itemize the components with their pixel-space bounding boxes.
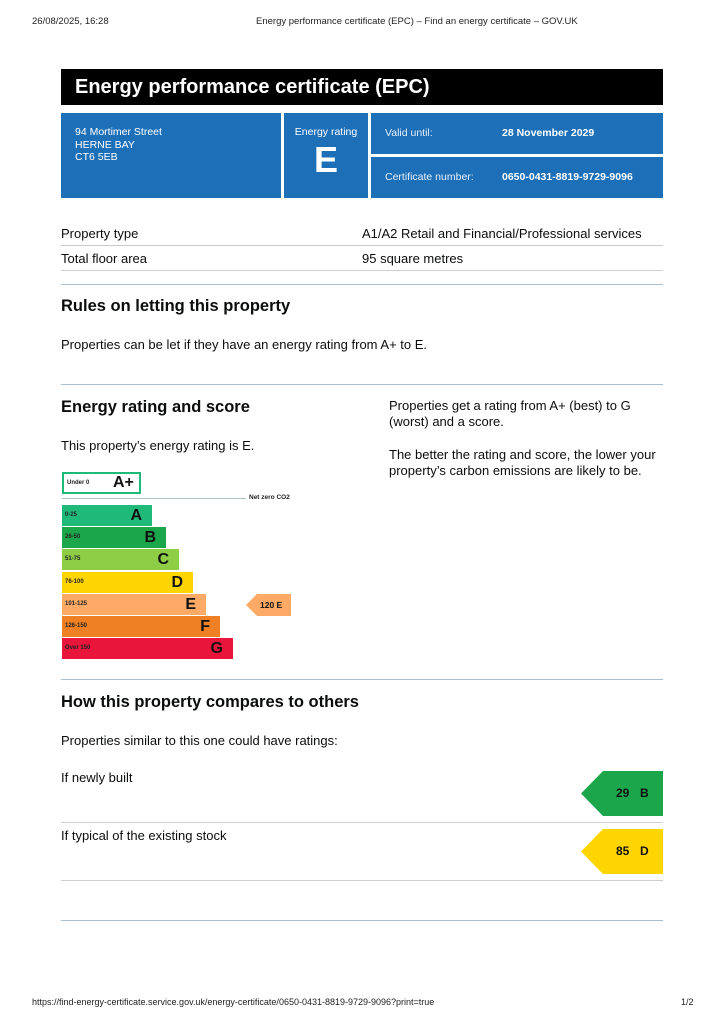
band-letter: A: [130, 507, 142, 524]
band-e: 101-125 E: [62, 594, 206, 615]
section-divider: [61, 284, 663, 285]
print-header: 26/08/2025, 16:28 Energy performance cer…: [0, 16, 723, 30]
band-letter: D: [171, 574, 183, 591]
compare-new-arrow: 29 B: [581, 771, 663, 816]
band-range: 76-100: [65, 579, 84, 585]
band-letter: B: [144, 529, 156, 546]
band-range: Under 0: [67, 480, 90, 486]
floor-area-value: 95 square metres: [362, 251, 464, 266]
band-range: 51-75: [65, 556, 81, 562]
band-letter: A+: [113, 474, 134, 491]
compare-typical-rating: D: [640, 844, 649, 858]
band-c: 51-75 C: [62, 549, 179, 570]
net-zero-line: [62, 498, 246, 499]
band-range: 26-50: [65, 534, 81, 540]
print-url: https://find-energy-certificate.service.…: [32, 997, 435, 1007]
section-divider: [61, 384, 663, 385]
band-b: 26-50 B: [62, 527, 166, 548]
arrow-shape-icon: [581, 771, 663, 816]
band-range: 126-150: [65, 623, 88, 629]
floor-area-label: Total floor area: [61, 251, 147, 266]
certificate-number-label: Certificate number:: [385, 171, 474, 183]
band-letter: E: [185, 596, 196, 613]
address-postcode: CT6 5EB: [75, 151, 118, 163]
energy-rating-label: Energy rating: [294, 126, 358, 138]
band-letter: G: [210, 640, 223, 657]
print-page-title: Energy performance certificate (EPC) – F…: [256, 16, 578, 27]
rating-heading: Energy rating and score: [61, 398, 250, 416]
net-zero-label: Net zero CO2: [249, 494, 290, 501]
valid-until-label: Valid until:: [385, 127, 433, 139]
certificate-number-value: 0650-0431-8819-9729-9096: [502, 171, 633, 183]
band-f: 126-150 F: [62, 616, 220, 637]
section-divider: [61, 679, 663, 680]
compare-new-label: If newly built: [61, 770, 133, 785]
property-type-label: Property type: [61, 226, 139, 241]
arrow-shape-icon: [581, 829, 663, 874]
compare-new-rating: B: [640, 786, 649, 800]
rating-info-1: Properties get a rating from A+ (best) t…: [389, 398, 631, 429]
compare-typical-label: If typical of the existing stock: [61, 828, 227, 843]
address-line-2: HERNE BAY: [75, 138, 135, 151]
section-divider: [61, 920, 663, 921]
band-letter: F: [200, 618, 210, 635]
address-box: 94 Mortimer Street HERNE BAY CT6 5EB: [61, 113, 281, 198]
print-datetime: 26/08/2025, 16:28: [32, 16, 109, 27]
current-rating-label: 120 E: [260, 600, 283, 610]
letting-text: Properties can be let if they have an en…: [61, 337, 428, 352]
property-type-row: Property type A1/A2 Retail and Financial…: [61, 220, 663, 246]
floor-area-row: Total floor area 95 square metres: [61, 245, 663, 271]
print-page-number: 1/2: [681, 997, 694, 1007]
compare-heading: How this property compares to others: [61, 693, 359, 711]
compare-new-score: 29: [616, 786, 630, 800]
band-aplus: Under 0 A+: [62, 472, 141, 494]
address-line-1: 94 Mortimer Street: [75, 126, 162, 138]
band-range: 101-125: [65, 601, 88, 607]
property-type-value: A1/A2 Retail and Financial/Professional …: [362, 226, 642, 241]
compare-typical-arrow: 85 D: [581, 829, 663, 874]
band-range: Over 150: [65, 645, 91, 651]
energy-rating-value: E: [313, 139, 338, 180]
rating-info-2: The better the rating and score, the low…: [389, 447, 656, 478]
certificate-number-box: Certificate number: 0650-0431-8819-9729-…: [371, 157, 663, 198]
current-rating-arrow: 120 E: [246, 594, 291, 616]
divider: [61, 270, 663, 271]
compare-typical-score: 85: [616, 844, 630, 858]
print-footer: https://find-energy-certificate.service.…: [0, 997, 723, 1011]
energy-rating-box: Energy rating E: [284, 113, 368, 198]
divider: [61, 822, 663, 823]
rating-text: This property’s energy rating is E.: [61, 438, 255, 453]
page-title: Energy performance certificate (EPC): [61, 69, 663, 105]
arrow-shape-icon: [246, 594, 291, 616]
compare-intro: Properties similar to this one could hav…: [61, 733, 338, 748]
band-range: 0-25: [65, 512, 78, 518]
divider: [61, 880, 663, 881]
valid-until-box: Valid until: 28 November 2029: [371, 113, 663, 154]
valid-until-value: 28 November 2029: [502, 127, 595, 139]
band-a: 0-25 A: [62, 505, 152, 526]
band-d: 76-100 D: [62, 572, 193, 593]
band-g: Over 150 G: [62, 638, 233, 659]
band-letter: C: [157, 551, 169, 568]
letting-heading: Rules on letting this property: [61, 297, 291, 315]
